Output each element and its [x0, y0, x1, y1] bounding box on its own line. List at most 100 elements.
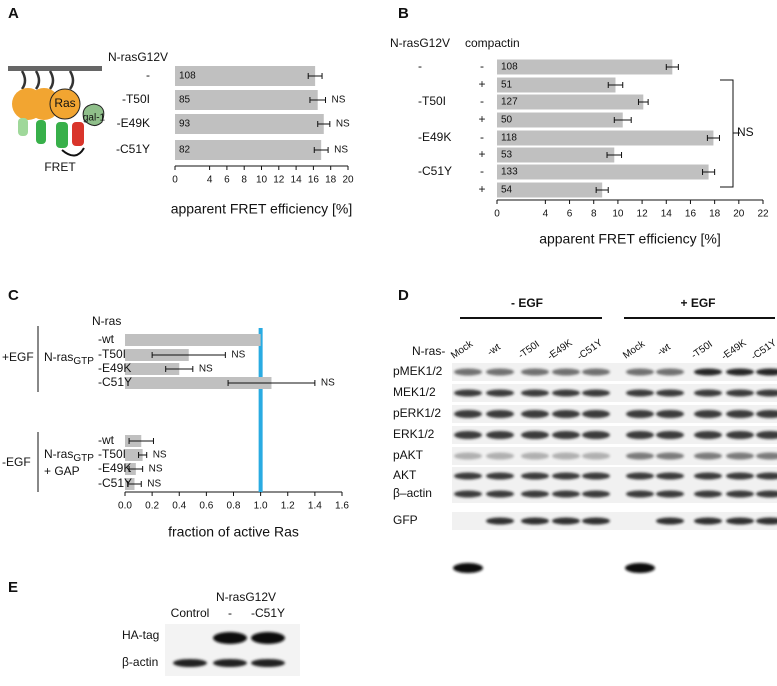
- band: [521, 472, 549, 480]
- x-tick-label: 16: [308, 175, 320, 186]
- blot-strip: [452, 485, 777, 503]
- error-bar: [138, 452, 148, 458]
- bar: [175, 140, 322, 160]
- band: [756, 368, 777, 376]
- group-name: N-rasGTP: [44, 447, 94, 463]
- category-label: -E49K: [117, 116, 150, 130]
- x-tick-label: 0.4: [172, 501, 186, 512]
- count-label: 50: [501, 115, 513, 126]
- band: [486, 517, 514, 525]
- band: [726, 517, 754, 525]
- bar: [175, 90, 318, 110]
- x-axis-label: fraction of active Ras: [168, 524, 299, 540]
- lane-label: -T50I: [516, 339, 541, 361]
- band: [552, 517, 580, 525]
- band: [582, 368, 610, 376]
- annotation: NS: [321, 378, 335, 389]
- blot-strip: [452, 405, 777, 423]
- band: [552, 452, 580, 460]
- error-bar: [313, 147, 329, 153]
- panel-label: C: [8, 287, 19, 304]
- band: [521, 431, 549, 439]
- band: [726, 368, 754, 376]
- lane-prefix: N-ras-: [412, 344, 445, 358]
- band: [454, 410, 482, 418]
- band: [552, 490, 580, 498]
- category-label: -: [418, 59, 422, 73]
- band: [582, 490, 610, 498]
- group-name: N-rasGTP: [44, 350, 94, 366]
- condition: + EGF: [680, 296, 715, 310]
- lane-label: Mock: [449, 338, 476, 361]
- band: [656, 389, 684, 397]
- lane-label: -E49K: [546, 337, 575, 362]
- bar: [125, 334, 261, 346]
- band: [656, 517, 684, 525]
- diagram-label: FRET: [44, 160, 76, 174]
- category-label: +: [478, 77, 485, 91]
- error-bar: [317, 121, 331, 127]
- x-tick-label: 1.2: [281, 501, 295, 512]
- error-bar: [128, 438, 154, 444]
- category-label: -T50I: [98, 447, 126, 461]
- lane-label: -T50I: [689, 339, 714, 361]
- panel-label: B: [398, 5, 409, 22]
- lane-label: Control: [171, 606, 210, 620]
- x-tick-label: 18: [709, 209, 721, 220]
- bracket-label: NS: [737, 125, 754, 139]
- band: [552, 472, 580, 480]
- row-label: AKT: [393, 468, 417, 482]
- band: [521, 490, 549, 498]
- x-tick-label: 0.2: [145, 501, 159, 512]
- band: [454, 490, 482, 498]
- annotation: NS: [334, 145, 348, 156]
- category-label: -: [146, 68, 150, 82]
- row-label: HA-tag: [122, 628, 159, 642]
- x-axis-label: apparent FRET efficiency [%]: [539, 231, 721, 247]
- band: [521, 389, 549, 397]
- band: [694, 431, 722, 439]
- band: [251, 659, 285, 667]
- error-bar: [309, 97, 327, 103]
- annotation: NS: [149, 464, 163, 475]
- band: [694, 517, 722, 525]
- band: [694, 490, 722, 498]
- error-bar: [606, 152, 623, 158]
- error-bar: [607, 82, 624, 88]
- band: [582, 452, 610, 460]
- x-tick-label: 0.6: [199, 501, 213, 512]
- band: [454, 472, 482, 480]
- diagram-label: gal-1: [83, 113, 106, 124]
- x-tick-label: 0.0: [118, 501, 132, 512]
- category-label: -E49K: [418, 130, 451, 144]
- lane-label: -C51Y: [575, 337, 605, 362]
- band: [486, 368, 514, 376]
- bar: [497, 112, 623, 128]
- band: [582, 431, 610, 439]
- bar: [497, 182, 603, 198]
- band: [173, 659, 207, 667]
- band: [626, 472, 654, 480]
- header: N-rasG12V: [108, 50, 168, 64]
- error-bar: [151, 352, 226, 358]
- x-tick-label: 12: [273, 175, 285, 186]
- band: [756, 472, 777, 480]
- band: [486, 490, 514, 498]
- x-tick-label: 22: [757, 209, 769, 220]
- group-label: +EGF: [2, 350, 34, 364]
- x-tick-label: 4: [543, 209, 549, 220]
- bar: [497, 164, 709, 180]
- band: [656, 490, 684, 498]
- category-label: -C51Y: [98, 476, 132, 490]
- lane-label: Mock: [621, 338, 648, 361]
- category-label: -T50I: [98, 347, 126, 361]
- schematic: [8, 66, 105, 157]
- band: [756, 389, 777, 397]
- construct: N-rasG12V: [216, 590, 276, 604]
- band: [454, 452, 482, 460]
- count-label: 85: [179, 95, 191, 106]
- annotation: NS: [332, 95, 346, 106]
- band: [552, 410, 580, 418]
- condition: - EGF: [511, 296, 543, 310]
